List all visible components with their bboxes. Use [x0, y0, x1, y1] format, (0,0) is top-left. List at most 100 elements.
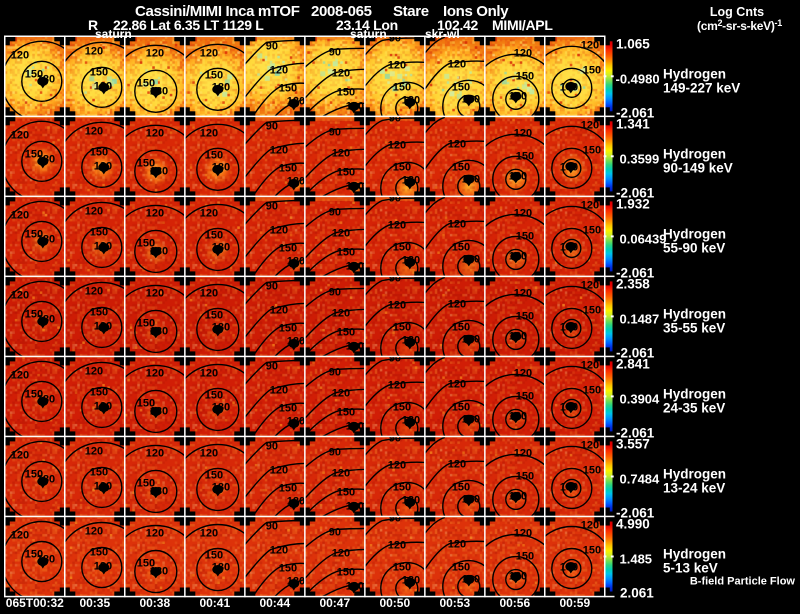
svg-text:150: 150 [393, 161, 411, 173]
svg-text:150: 150 [583, 384, 601, 396]
svg-text:(cm2-sr-s-keV)-1: (cm2-sr-s-keV)-1 [697, 18, 782, 33]
svg-text:150: 150 [205, 469, 223, 481]
svg-text:Hydrogen: Hydrogen [663, 306, 726, 321]
svg-text:5-13 keV: 5-13 keV [663, 560, 718, 575]
svg-text:90: 90 [329, 206, 341, 218]
svg-text:-2.061: -2.061 [616, 345, 655, 360]
svg-text:saturn: saturn [95, 27, 132, 41]
svg-text:150: 150 [90, 66, 108, 78]
svg-text:0.06439: 0.06439 [620, 231, 667, 246]
svg-text:120: 120 [514, 47, 532, 59]
svg-text:120: 120 [448, 138, 466, 150]
svg-text:150: 150 [205, 389, 223, 401]
svg-text:90: 90 [266, 360, 278, 372]
svg-text:90: 90 [266, 440, 278, 452]
svg-text:150: 150 [137, 77, 155, 89]
svg-text:90: 90 [329, 446, 341, 458]
svg-text:150: 150 [393, 562, 411, 574]
svg-text:24-35 keV: 24-35 keV [663, 400, 725, 415]
svg-text:00:56: 00:56 [499, 596, 530, 609]
svg-text:120: 120 [270, 144, 288, 156]
svg-text:-2.061: -2.061 [616, 505, 655, 520]
svg-text:150: 150 [205, 229, 223, 241]
svg-text:150: 150 [137, 237, 155, 249]
svg-text:150: 150 [25, 68, 43, 80]
svg-text:150: 150 [337, 486, 355, 498]
svg-text:saturn: saturn [350, 27, 387, 41]
svg-text:00:47: 00:47 [319, 596, 350, 609]
svg-text:90: 90 [389, 272, 401, 284]
svg-text:13-24 keV: 13-24 keV [663, 480, 725, 495]
svg-text:120: 120 [514, 287, 532, 299]
svg-text:150: 150 [25, 468, 43, 480]
svg-text:150: 150 [205, 149, 223, 161]
svg-text:0.1487: 0.1487 [620, 311, 660, 326]
svg-text:120: 120 [146, 287, 164, 299]
svg-text:1.341: 1.341 [616, 116, 650, 131]
svg-text:4.990: 4.990 [616, 516, 650, 531]
svg-text:120: 120 [388, 139, 406, 151]
svg-text:Hydrogen: Hydrogen [663, 146, 726, 161]
svg-text:120: 120 [200, 447, 218, 459]
svg-text:150: 150 [516, 150, 534, 162]
svg-text:90: 90 [389, 352, 401, 364]
svg-text:150: 150 [279, 82, 297, 94]
svg-text:00:44: 00:44 [259, 596, 290, 609]
svg-text:120: 120 [332, 307, 350, 319]
svg-text:150: 150 [452, 241, 470, 253]
svg-text:120: 120 [581, 439, 599, 451]
svg-text:120: 120 [581, 199, 599, 211]
svg-text:150: 150 [452, 81, 470, 93]
svg-text:150: 150 [516, 310, 534, 322]
svg-text:00:35: 00:35 [79, 596, 110, 609]
svg-text:2.061: 2.061 [620, 585, 654, 600]
svg-text:150: 150 [583, 64, 601, 76]
svg-text:150: 150 [583, 464, 601, 476]
svg-text:150: 150 [337, 406, 355, 418]
svg-text:150: 150 [452, 321, 470, 333]
svg-text:1.065: 1.065 [616, 36, 650, 51]
svg-text:120: 120 [11, 129, 29, 141]
svg-text:120: 120 [11, 369, 29, 381]
svg-text:120: 120 [514, 207, 532, 219]
svg-text:120: 120 [581, 520, 599, 532]
svg-text:150: 150 [516, 470, 534, 482]
svg-text:150: 150 [137, 477, 155, 489]
svg-text:120: 120 [270, 304, 288, 316]
svg-text:120: 120 [85, 205, 103, 217]
svg-text:120: 120 [514, 528, 532, 540]
svg-text:120: 120 [388, 540, 406, 552]
svg-text:150: 150 [279, 402, 297, 414]
svg-text:120: 120 [270, 545, 288, 557]
svg-text:150: 150 [25, 549, 43, 561]
svg-text:120: 120 [332, 387, 350, 399]
svg-text:00:59: 00:59 [559, 596, 590, 609]
svg-text:150: 150 [90, 226, 108, 238]
svg-text:120: 120 [581, 39, 599, 51]
svg-text:90: 90 [266, 200, 278, 212]
svg-text:00:50: 00:50 [379, 596, 410, 609]
svg-text:150: 150 [90, 306, 108, 318]
svg-text:150: 150 [279, 242, 297, 254]
svg-text:Ions Only: Ions Only [443, 3, 509, 20]
svg-text:90: 90 [266, 120, 278, 132]
svg-text:120: 120 [85, 365, 103, 377]
svg-text:1.932: 1.932 [616, 196, 650, 211]
svg-text:120: 120 [146, 367, 164, 379]
svg-text:150: 150 [337, 326, 355, 338]
svg-text:90: 90 [329, 126, 341, 138]
svg-text:120: 120 [332, 548, 350, 560]
svg-text:120: 120 [332, 67, 350, 79]
svg-text:120: 120 [200, 287, 218, 299]
svg-text:150: 150 [583, 224, 601, 236]
svg-text:23.14 Lon: 23.14 Lon [336, 17, 398, 33]
svg-text:150: 150 [452, 481, 470, 493]
svg-text:Hydrogen: Hydrogen [663, 226, 726, 241]
svg-text:90: 90 [266, 280, 278, 292]
svg-text:150: 150 [279, 482, 297, 494]
svg-text:-2.061: -2.061 [616, 425, 655, 440]
svg-text:150: 150 [137, 558, 155, 570]
svg-text:Hydrogen: Hydrogen [663, 546, 726, 561]
svg-text:150: 150 [137, 397, 155, 409]
svg-text:120: 120 [581, 119, 599, 131]
